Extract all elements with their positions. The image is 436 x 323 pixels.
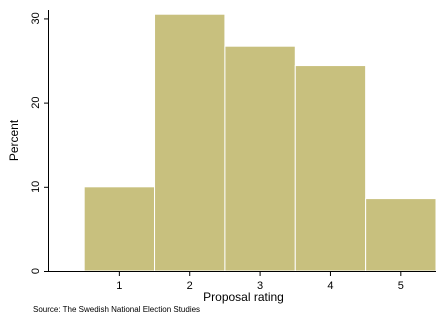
x-tick-label: 2 (187, 280, 193, 292)
bar-1 (83, 186, 156, 272)
y-tick-label: 20 (30, 96, 42, 108)
x-axis-ticks: 1 2 3 4 5 (116, 271, 404, 292)
y-tick-label: 10 (30, 181, 42, 193)
bar-4 (294, 65, 367, 272)
y-axis-ticks: 0 10 20 30 (30, 12, 49, 274)
x-axis-title: Proposal rating (203, 290, 284, 304)
x-tick-label: 3 (257, 280, 263, 292)
bar-2 (154, 13, 226, 272)
x-tick-label: 1 (116, 280, 122, 292)
source-note: Source: The Swedish National Election St… (33, 305, 201, 314)
y-tick-label: 30 (30, 12, 42, 24)
bar-3 (224, 45, 296, 272)
axes (48, 10, 436, 272)
bar-group (83, 13, 436, 272)
x-tick-label: 5 (398, 280, 404, 292)
y-axis-title: Percent (7, 119, 21, 161)
y-tick-label: 0 (30, 268, 42, 274)
bar-5 (365, 198, 436, 272)
x-tick-label: 4 (327, 280, 333, 292)
